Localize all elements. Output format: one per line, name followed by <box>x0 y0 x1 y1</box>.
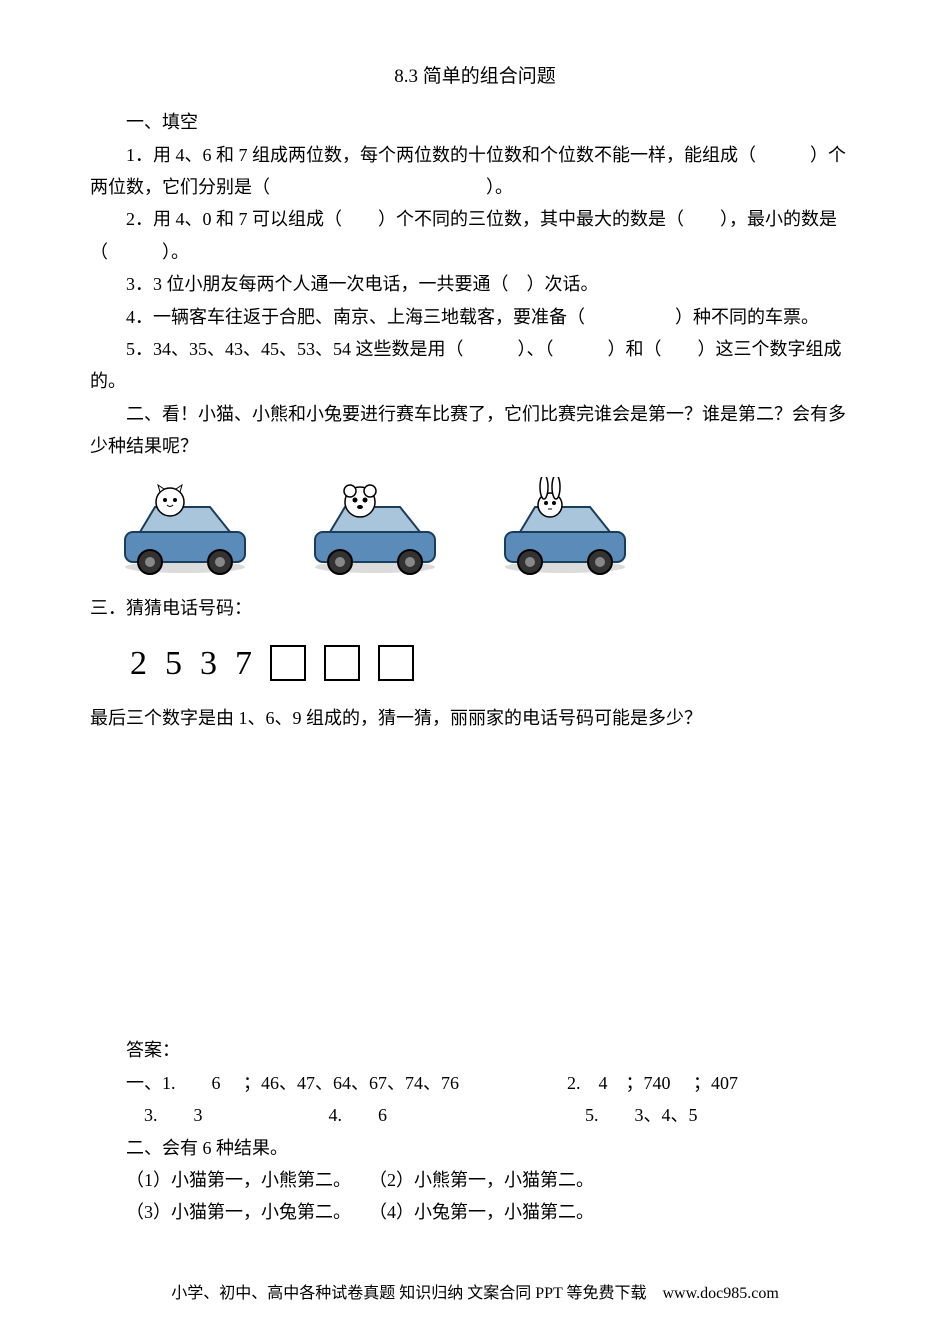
rabbit-car-image <box>490 477 640 577</box>
car-images-row <box>110 477 860 577</box>
answer-line-2: 3. 3 4. 6 5. 3、4、5 <box>90 1099 860 1131</box>
cat-car-image <box>110 477 260 577</box>
phone-number-row: 2 5 3 7 <box>130 633 860 694</box>
question-4: 4．一辆客车往返于合肥、南京、上海三地载客，要准备（ ）种不同的车票。 <box>90 301 860 333</box>
section1-heading: 一、填空 <box>90 106 860 138</box>
question-1: 1．用 4、6 和 7 组成两位数，每个两位数的十位数和个位数不能一样，能组成（… <box>90 139 860 204</box>
section3-hint: 最后三个数字是由 1、6、9 组成的，猜一猜，丽丽家的电话号码可能是多少？ <box>90 702 860 734</box>
page-title: 8.3 简单的组合问题 <box>90 60 860 94</box>
phone-blank-3 <box>378 645 414 681</box>
section2-text: 二、看！小猫、小熊和小兔要进行赛车比赛了，它们比赛完谁会是第一？谁是第二？会有多… <box>90 398 860 463</box>
phone-blank-1 <box>270 645 306 681</box>
answer-result-1: （1）小猫第一，小熊第二。 （2）小熊第一，小猫第二。 <box>90 1164 860 1196</box>
section3-heading: 三．猜猜电话号码： <box>90 592 860 624</box>
phone-digit-2: 5 <box>165 633 182 694</box>
phone-digit-3: 3 <box>200 633 217 694</box>
question-3: 3．3 位小朋友每两个人通一次电话，一共要通（ ）次话。 <box>90 268 860 300</box>
answer-line-1: 一、1. 6 ；46、47、64、67、74、76 2. 4 ；740 ；407 <box>90 1067 860 1099</box>
bear-car-image <box>300 477 450 577</box>
question-5: 5．34、35、43、45、53、54 这些数是用（ ）、（ ）和（ ）这三个数… <box>90 333 860 398</box>
answers-heading: 答案： <box>90 1034 860 1066</box>
page-footer: 小学、初中、高中各种试卷真题 知识归纳 文案合同 PPT 等免费下载 www.d… <box>0 1280 950 1309</box>
phone-digit-1: 2 <box>130 633 147 694</box>
answer-result-2: （3）小猫第一，小兔第二。 （4）小兔第一，小猫第二。 <box>90 1196 860 1228</box>
question-2: 2．用 4、0 和 7 可以组成（ ）个不同的三位数，其中最大的数是（ ），最小… <box>90 203 860 268</box>
answer-line-3: 二、会有 6 种结果。 <box>90 1132 860 1164</box>
phone-blank-2 <box>324 645 360 681</box>
phone-digit-4: 7 <box>235 633 252 694</box>
